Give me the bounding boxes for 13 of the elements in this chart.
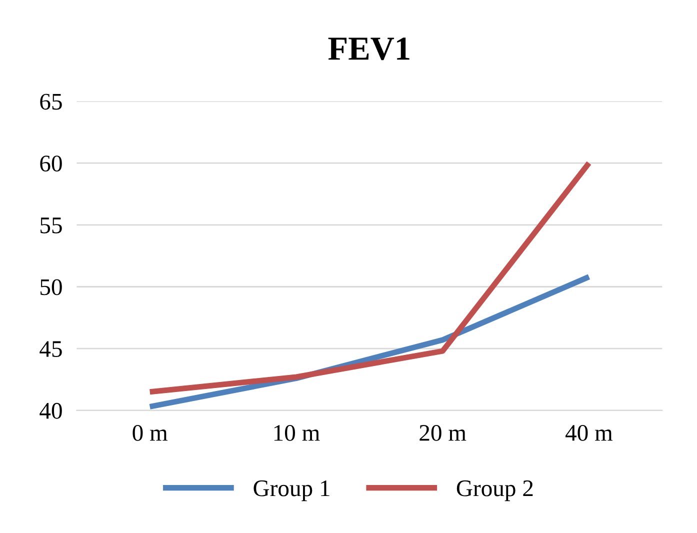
- x-tick-label: 10 m: [274, 424, 320, 441]
- legend-label: Group 1: [254, 480, 330, 502]
- chart-title: FEV1: [328, 38, 410, 60]
- x-tick-label: 0 m: [132, 424, 168, 441]
- x-tick-label: 20 m: [420, 424, 466, 441]
- y-tick-label: 40: [40, 402, 62, 419]
- y-tick-label: 60: [40, 156, 62, 172]
- x-tick-label: 40 m: [565, 424, 613, 441]
- y-tick-label: 45: [40, 341, 62, 358]
- legend-label: Group 2: [456, 480, 533, 502]
- y-tick-label: 50: [40, 279, 62, 296]
- y-tick-label: 55: [40, 218, 62, 234]
- y-tick-label: 65: [40, 94, 62, 110]
